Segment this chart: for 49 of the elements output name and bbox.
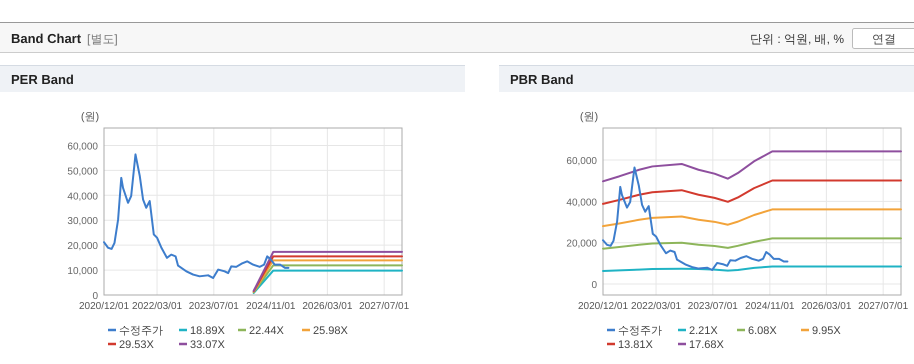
y-tick-label: 60,000 [67, 141, 98, 152]
y-tick-label: 40,000 [67, 191, 98, 202]
y-tick-label: 30,000 [67, 216, 98, 228]
x-tick-label: 2022/03/01 [132, 301, 183, 312]
chart-title: PER Band [11, 72, 74, 87]
x-tick-label: 2027/07/01 [359, 301, 410, 312]
legend-label: 29.53X [119, 339, 155, 351]
x-tick-label: 2024/11/01 [745, 301, 795, 312]
x-tick-label: 2022/03/01 [631, 301, 682, 312]
legend-label: 17.68X [689, 339, 725, 351]
line-series [602, 237, 902, 250]
x-tick-label: 2020/12/01 [78, 301, 130, 312]
legend-label: 2.21X [689, 325, 718, 337]
y-tick-label: 60,000 [566, 156, 598, 168]
x-tick-label: 2026/03/01 [302, 301, 353, 312]
x-tick-label: 2027/07/01 [858, 301, 909, 312]
legend-label: 13.81X [618, 339, 654, 351]
legend-label: 9.95X [812, 325, 842, 337]
text: Band Chart [11, 31, 82, 46]
y-tick-label: 50,000 [67, 166, 98, 178]
line-series [103, 153, 290, 280]
legend-label: 18.89X [190, 325, 226, 337]
x-tick-label: 2020/12/01 [578, 301, 628, 312]
legend-label: 6.08X [748, 325, 778, 337]
y-axis-title: (원) [580, 111, 598, 123]
legend-label: 33.07X [190, 339, 226, 351]
legend-label: 25.98X [313, 325, 349, 337]
y-tick-label: 20,000 [566, 238, 598, 250]
y-tick-label: 0 [591, 280, 598, 292]
text: 연결 [872, 32, 896, 46]
line-series [602, 166, 788, 271]
chart-title: PBR Band [510, 72, 574, 87]
y-tick-label: 20,000 [67, 241, 98, 252]
line-series [602, 150, 902, 182]
line-series [602, 208, 902, 228]
legend-label: 22.44X [249, 325, 285, 337]
y-tick-label: 0 [92, 291, 98, 302]
y-tick-label: 10,000 [67, 266, 98, 278]
y-axis-title: (원) [80, 111, 100, 123]
text: 단위 : 억원, 배, % [750, 32, 844, 46]
line-series [602, 180, 902, 205]
x-tick-label: 2023/07/01 [688, 301, 738, 312]
x-tick-label: 2023/07/01 [188, 301, 240, 312]
y-tick-label: 40,000 [566, 197, 598, 208]
legend-label: 수정주가 [618, 325, 662, 337]
legend-label: 수정주가 [119, 325, 163, 337]
x-tick-label: 2026/03/01 [801, 301, 852, 312]
x-tick-label: 2024/11/01 [246, 301, 296, 312]
text: [별도] [87, 32, 118, 46]
